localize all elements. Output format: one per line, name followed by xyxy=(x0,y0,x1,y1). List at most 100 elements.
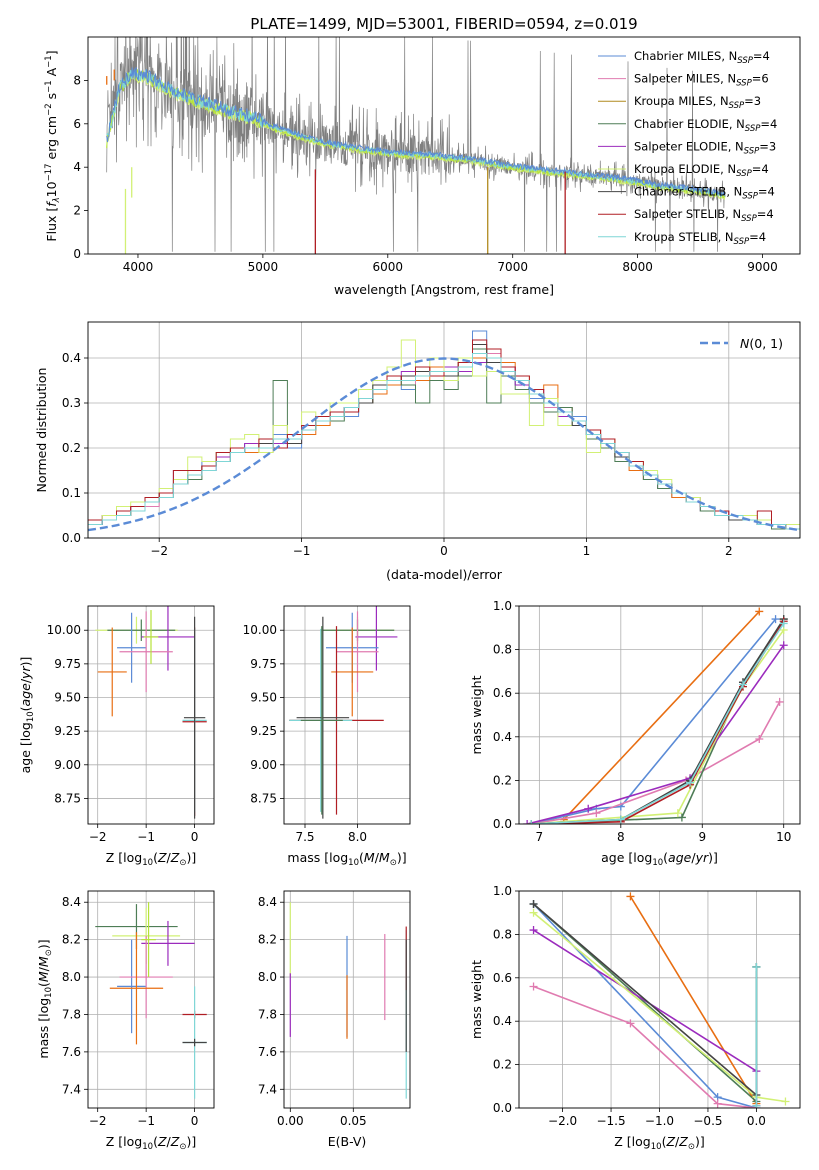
mass-vs-ebv-ytick-label: 8.2 xyxy=(258,933,277,947)
weight-series-line xyxy=(629,895,758,1105)
weight-vs-age-xlabel-part: age [log xyxy=(601,850,652,865)
weight-point-marker xyxy=(771,615,780,624)
weight-vs-age-ytick-label: 0.4 xyxy=(493,730,512,744)
weight-vs-age-xlabel-part: ( xyxy=(663,850,668,865)
weight-vs-age-xlabel-part: yr xyxy=(695,850,709,865)
spectrum-xtick-label: 4000 xyxy=(123,260,154,274)
mass-vs-ebv-ytick-label: 8.0 xyxy=(258,970,277,984)
age-vs-z-ytick-label: 9.75 xyxy=(54,657,81,671)
residuals-xtick-label: −2 xyxy=(150,544,168,558)
age-vs-z-frame xyxy=(87,605,215,825)
spectrum-ytick-label: 6 xyxy=(73,117,81,131)
age-vs-z-ylabel-part: yr xyxy=(18,666,33,680)
weight-series-line xyxy=(531,620,785,824)
spectrum-model-line xyxy=(106,67,726,198)
mass-vs-z-ytick-label: 7.8 xyxy=(62,1007,81,1021)
spectrum-ylabel-part: −1 xyxy=(44,80,54,93)
spectrum-ylabel-part: λ xyxy=(52,197,62,203)
weight-series-line xyxy=(531,629,785,824)
age-vs-mass-frame xyxy=(283,605,411,825)
weight-vs-z-xlabel: Z [log10(Z/Z⊙)] xyxy=(614,1134,704,1152)
age-vs-mass-xtick-label: 7.5 xyxy=(295,830,314,844)
gaussian-legend-label-part: (0, 1) xyxy=(749,336,783,351)
mass-vs-z-xlabel-part: ⊙ xyxy=(179,1142,186,1152)
mass-vs-z-ylabel-part: M xyxy=(36,956,51,967)
age-vs-z-ylabel-part: age xyxy=(18,683,33,707)
age-vs-z-axes: −2 −1 0 8.75 9.00 9.25 9.50 9.75 10.00 xyxy=(47,605,215,844)
age-vs-mass-ytick-label: 9.25 xyxy=(250,724,277,738)
weight-vs-age-xtick-label: 10 xyxy=(776,830,791,844)
age-vs-mass-xlabel-part: ⊙ xyxy=(390,858,397,868)
age-vs-z-ylabel-part: )] xyxy=(18,657,33,667)
weight-vs-age-plot-area xyxy=(523,607,788,824)
mass-vs-z-axes: −2 −1 0 7.4 7.6 7.8 8.0 8.2 8.4 xyxy=(62,890,215,1128)
spectrum-ylabel-part: Flux [ xyxy=(44,207,59,242)
mass-vs-z-xtick-label: 0 xyxy=(191,1114,199,1128)
age-vs-z-ylabel-part: / xyxy=(18,678,33,683)
legend-entry-label-part: Salpeter MILES, N xyxy=(634,72,736,86)
weight-vs-z-ytick-label: 0.2 xyxy=(493,1058,512,1072)
mass-vs-z-xlabel-part: Z xyxy=(157,1134,167,1149)
weight-vs-age-xtick-label: 9 xyxy=(698,830,706,844)
spectrum-data-line xyxy=(106,37,726,252)
mass-vs-ebv-frame xyxy=(283,890,411,1109)
mass-vs-z-ylabel-part: )] xyxy=(36,939,51,949)
weight-vs-z-xtick-label: −1.0 xyxy=(645,1114,674,1128)
weight-point-marker xyxy=(738,680,747,689)
spectrum-axes: 4000 5000 6000 7000 8000 9000 0 2 4 6 8 xyxy=(73,36,801,274)
legend-entry-label-part: SSP xyxy=(742,192,758,202)
weight-series-line xyxy=(531,701,781,824)
mass-vs-z-ylabel-part: ( xyxy=(36,982,51,987)
residuals-plot-area xyxy=(88,330,800,538)
weight-vs-age-axes: 7 8 9 10 0.0 0.2 0.4 0.6 0.8 1.0 xyxy=(493,599,801,844)
weight-vs-z-xlabel-part: 10 xyxy=(651,1142,662,1152)
mass-vs-z-ytick-label: 8.4 xyxy=(62,895,81,909)
age-vs-z-ylabel-part: ( xyxy=(18,706,33,711)
weight-vs-z-ytick-label: 0.0 xyxy=(493,1101,512,1115)
weight-vs-z-xtick-label: −2.0 xyxy=(548,1114,577,1128)
mass-vs-z-xtick-label: −1 xyxy=(137,1114,155,1128)
weight-series-line xyxy=(531,618,777,824)
age-vs-z-ylabel-part: age [log xyxy=(18,722,33,773)
legend-entry-label-part: SSP xyxy=(729,101,745,111)
weight-series-line xyxy=(533,985,757,1108)
age-vs-z-xtick-label: −2 xyxy=(89,830,107,844)
weight-vs-z-ytick-label: 0.8 xyxy=(493,927,512,941)
weight-vs-z-xlabel-part: ( xyxy=(662,1134,667,1149)
weight-vs-z-xlabel-part: )] xyxy=(695,1134,705,1149)
age-vs-z-xlabel: Z [log10(Z/Z⊙)] xyxy=(106,850,196,868)
residuals-ytick-label: 0.3 xyxy=(62,396,81,410)
spectrum-ytick-label: 2 xyxy=(73,204,81,218)
spectrum-ytick-label: 8 xyxy=(73,73,81,87)
weight-vs-age-ylabel: mass weight xyxy=(469,675,484,754)
age-vs-mass-xlabel-part: 10 xyxy=(348,858,359,868)
weight-vs-z-ytick-label: 1.0 xyxy=(493,884,512,898)
age-vs-z-ylabel-part: 10 xyxy=(26,711,36,722)
spectrum-frame xyxy=(87,36,801,255)
residuals-xtick-label: 1 xyxy=(583,544,591,558)
weight-vs-age-xlabel: age [log10(age/yr)] xyxy=(601,850,718,868)
spectrum-ylabel-part: −1 xyxy=(44,55,54,68)
age-vs-z-ytick-label: 9.25 xyxy=(54,724,81,738)
weight-point-marker xyxy=(529,900,538,909)
age-vs-mass-xlabel-part: M xyxy=(379,850,390,865)
weight-vs-z-xtick-label: 0.0 xyxy=(747,1114,766,1128)
weight-vs-age-frame xyxy=(518,605,801,825)
mass-vs-z-ytick-label: 8.2 xyxy=(62,933,81,947)
weight-vs-z-xlabel-part: Z [log xyxy=(614,1134,650,1149)
spectrum-xtick-label: 5000 xyxy=(248,260,279,274)
age-vs-z-xlabel-part: ⊙ xyxy=(179,858,186,868)
mass-vs-z-ylabel-part: M xyxy=(36,971,51,982)
figure-title: PLATE=1499, MJD=53001, FIBERID=0594, z=0… xyxy=(250,15,637,33)
mass-vs-z-xlabel-part: Z [log xyxy=(106,1134,142,1149)
age-vs-z-xlabel-part: 10 xyxy=(142,858,153,868)
legend-entry-label: Salpeter STELIB, NSSP=4 xyxy=(634,207,774,224)
residuals-xtick-label: −1 xyxy=(293,544,311,558)
spectrum-ylabel-part: f xyxy=(44,201,59,207)
mass-vs-z-ylabel-part: ⊙ xyxy=(44,949,54,956)
legend-entry-label-part: =4 xyxy=(760,117,777,131)
legend-entry-label: Kroupa STELIB, NSSP=4 xyxy=(634,230,766,247)
legend-entry-label-part: SSP xyxy=(736,79,752,89)
histogram-series xyxy=(88,353,800,538)
age-vs-z-xlabel-part: Z [log xyxy=(106,850,142,865)
